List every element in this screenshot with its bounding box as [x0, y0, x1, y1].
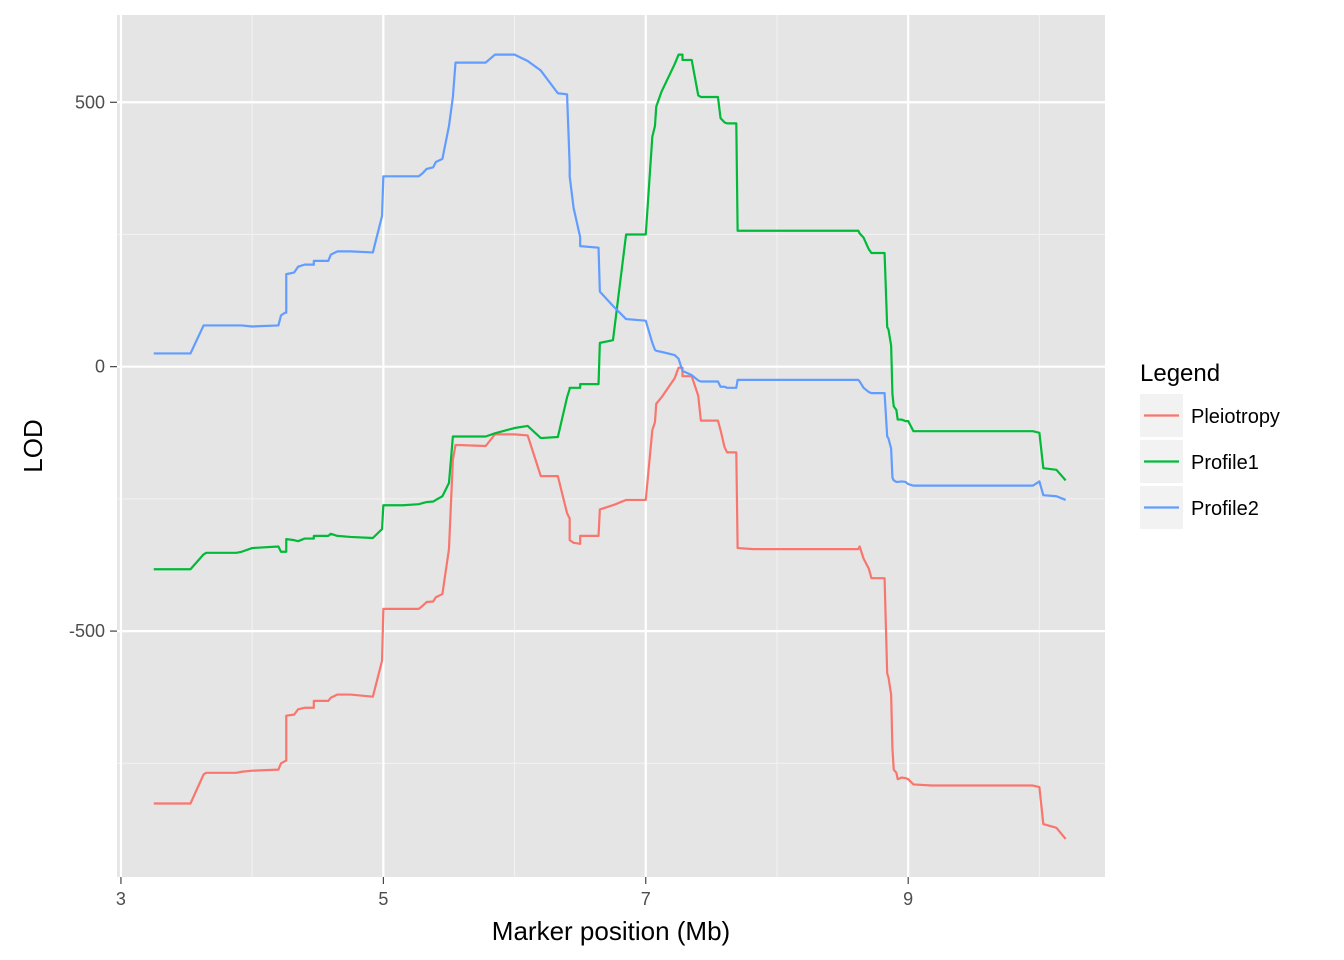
y-tick-label: -500	[69, 621, 105, 641]
x-tick-label: 3	[116, 889, 126, 909]
series-line-profile2	[153, 53, 1067, 501]
legend-label-profile1: Profile1	[1191, 452, 1259, 474]
y-axis-title: LOD	[18, 419, 48, 472]
legend-label-pleiotropy: Pleiotropy	[1191, 406, 1280, 428]
panel-background	[117, 15, 1105, 877]
series-line-pleiotropy	[153, 366, 1067, 840]
legend: Legend Pleiotropy Profile1 Profile2	[1140, 360, 1280, 529]
y-tick-label: 0	[95, 357, 105, 377]
x-tick-label: 5	[378, 889, 388, 909]
x-tick-label: 9	[903, 889, 913, 909]
y-tick-label: 500	[75, 92, 105, 112]
legend-title: Legend	[1140, 360, 1220, 387]
major-gridlines	[117, 15, 1105, 877]
x-axis-title: Marker position (Mb)	[492, 916, 730, 946]
y-axis: -500 0 500	[69, 92, 117, 641]
series-lines	[153, 53, 1067, 840]
x-tick-label: 7	[641, 889, 651, 909]
legend-label-profile2: Profile2	[1191, 498, 1259, 520]
x-axis: 3 5 7 9	[116, 877, 913, 909]
series-line-profile1	[153, 53, 1067, 571]
